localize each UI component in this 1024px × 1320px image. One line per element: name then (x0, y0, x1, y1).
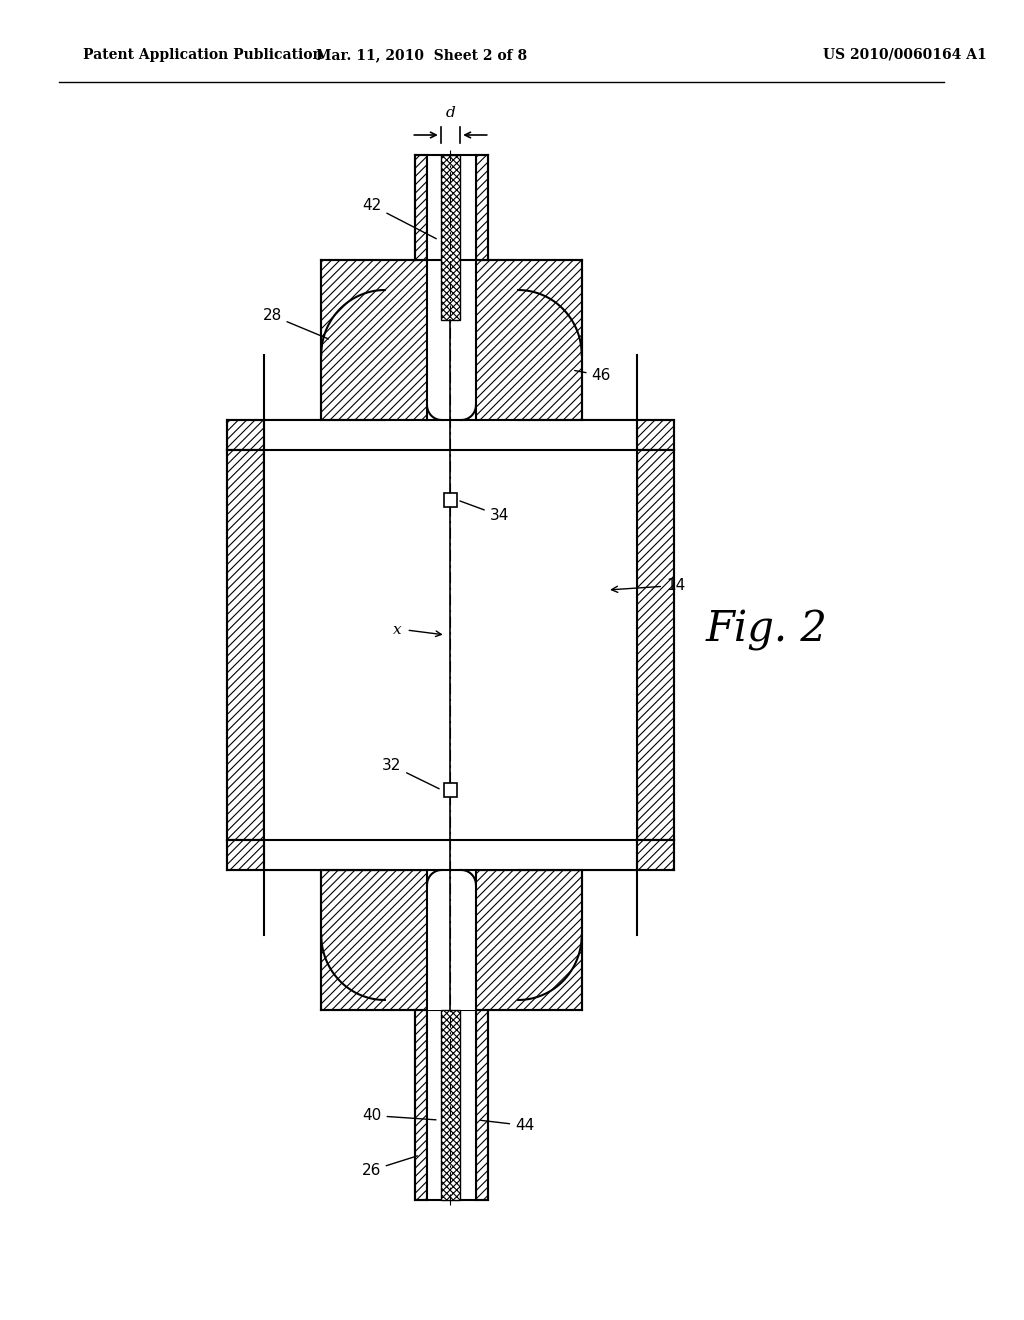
Bar (416, 154, 427, 260)
Bar (264, 450, 637, 840)
Text: 42: 42 (362, 198, 436, 239)
Text: x: x (393, 623, 401, 638)
Text: 28: 28 (262, 308, 329, 339)
Bar (227, 450, 264, 840)
Text: d: d (445, 106, 456, 120)
Text: Patent Application Publication: Patent Application Publication (83, 48, 323, 62)
Text: 34: 34 (460, 502, 509, 523)
Bar (427, 870, 476, 1010)
Bar (264, 420, 637, 450)
Bar (227, 420, 674, 450)
Bar (427, 154, 476, 260)
Bar (227, 840, 674, 870)
Text: 46: 46 (574, 368, 611, 383)
Bar (637, 450, 674, 840)
Text: US 2010/0060164 A1: US 2010/0060164 A1 (822, 48, 986, 62)
Text: 14: 14 (611, 578, 685, 593)
Bar (322, 260, 582, 420)
Bar (322, 870, 582, 1010)
Text: 44: 44 (480, 1118, 535, 1133)
Bar (476, 154, 487, 260)
Text: Fig. 2: Fig. 2 (706, 609, 827, 651)
Text: 40: 40 (362, 1107, 436, 1123)
Text: 26: 26 (361, 1156, 418, 1177)
Bar (440, 154, 461, 319)
Bar (443, 492, 458, 507)
Bar (322, 870, 582, 1010)
Bar (264, 840, 637, 870)
Text: 32: 32 (382, 758, 439, 789)
Bar (416, 1010, 427, 1200)
Bar (476, 1010, 487, 1200)
Bar (443, 783, 458, 797)
Bar (427, 1010, 476, 1200)
Bar (440, 1010, 461, 1200)
Text: Mar. 11, 2010  Sheet 2 of 8: Mar. 11, 2010 Sheet 2 of 8 (315, 48, 526, 62)
Bar (264, 789, 637, 840)
Bar (264, 450, 637, 500)
Bar (427, 260, 476, 420)
